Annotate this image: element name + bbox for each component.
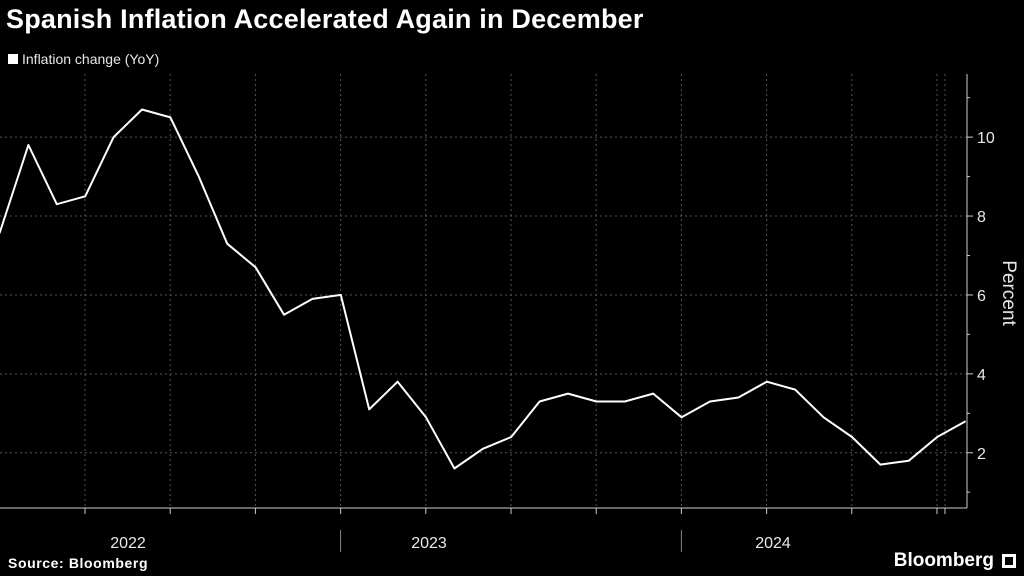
series-lines	[0, 108, 967, 470]
axes	[0, 74, 973, 552]
x-year-label: 2024	[755, 535, 791, 552]
y-tick-label: 2	[977, 446, 986, 463]
x-year-label: 2023	[411, 535, 447, 552]
x-year-label: 2022	[110, 535, 146, 552]
y-tick-label: 6	[977, 288, 986, 305]
chart-title: Spanish Inflation Accelerated Again in D…	[6, 4, 644, 34]
y-tick-label: 10	[977, 130, 995, 147]
legend-swatch	[8, 54, 18, 64]
y-tick-label: 4	[977, 367, 986, 384]
series-line	[0, 108, 967, 470]
bloomberg-mark-icon	[1002, 554, 1016, 568]
bloomberg-logo: Bloomberg	[893, 550, 994, 571]
y-axis-title: Percent	[998, 260, 1019, 326]
source-note: Source: Bloomberg	[8, 555, 149, 571]
legend-label: Inflation change (YoY)	[22, 51, 160, 67]
y-tick-label: 8	[977, 209, 986, 226]
axis-labels: 2 4 6 8 10 2022 2023 2024 Percent	[110, 130, 1019, 552]
gridlines	[0, 74, 967, 508]
legend: Inflation change (YoY)	[8, 51, 159, 67]
